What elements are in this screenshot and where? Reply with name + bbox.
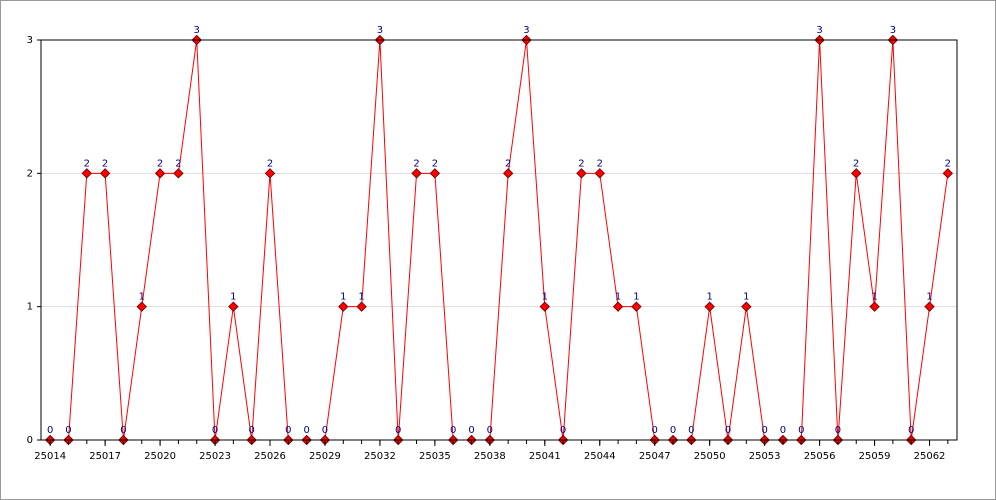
value-label: 0 bbox=[652, 425, 658, 436]
value-label: 0 bbox=[303, 425, 309, 436]
point bbox=[502, 168, 514, 179]
value-label: 0 bbox=[322, 425, 328, 436]
x-tick-label: 25017 bbox=[89, 451, 121, 462]
x-tick-label: 25023 bbox=[199, 451, 231, 462]
point bbox=[942, 168, 954, 179]
x-tick-label: 25053 bbox=[749, 451, 781, 462]
x-tick-label: 25026 bbox=[254, 451, 286, 462]
value-label: 2 bbox=[175, 158, 181, 169]
x-tick-label: 25029 bbox=[309, 451, 341, 462]
value-label: 0 bbox=[468, 425, 474, 436]
x-tick-label: 25038 bbox=[474, 451, 506, 462]
value-label: 0 bbox=[285, 425, 291, 436]
point bbox=[924, 301, 935, 312]
point bbox=[869, 301, 880, 312]
point bbox=[173, 168, 184, 179]
plot-area bbox=[41, 40, 957, 440]
x-tick-label: 25020 bbox=[144, 451, 176, 462]
value-label: 3 bbox=[816, 25, 822, 36]
point bbox=[429, 168, 441, 179]
point bbox=[264, 168, 276, 179]
point bbox=[612, 301, 624, 312]
value-label: 1 bbox=[615, 292, 621, 303]
value-label: 0 bbox=[248, 425, 254, 436]
point bbox=[631, 301, 642, 312]
value-label: 1 bbox=[139, 292, 145, 303]
value-label: 2 bbox=[84, 158, 90, 169]
value-label: 2 bbox=[945, 158, 951, 169]
point bbox=[704, 301, 715, 312]
value-label: 2 bbox=[432, 158, 438, 169]
value-label: 0 bbox=[908, 425, 914, 436]
y-tick-label: 2 bbox=[27, 168, 33, 179]
x-tick-label: 25047 bbox=[639, 451, 671, 462]
value-label: 0 bbox=[65, 425, 71, 436]
value-label: 0 bbox=[120, 425, 126, 436]
value-label: 0 bbox=[560, 425, 566, 436]
value-label: 3 bbox=[194, 25, 200, 36]
x-tick-label: 25041 bbox=[529, 451, 561, 462]
plot-border bbox=[40, 39, 958, 441]
y-tick-label: 0 bbox=[27, 435, 33, 446]
value-label: 1 bbox=[926, 292, 932, 303]
value-label: 2 bbox=[102, 158, 108, 169]
value-label: 2 bbox=[157, 158, 163, 169]
value-label: 0 bbox=[798, 425, 804, 436]
point bbox=[356, 301, 367, 312]
y-tick-label: 3 bbox=[27, 35, 33, 46]
value-label: 2 bbox=[413, 158, 419, 169]
x-tick-label: 25062 bbox=[914, 451, 946, 462]
value-label: 2 bbox=[597, 158, 603, 169]
value-label: 2 bbox=[267, 158, 273, 169]
value-label: 0 bbox=[212, 425, 218, 436]
value-label: 0 bbox=[761, 425, 767, 436]
point bbox=[851, 168, 862, 179]
value-label: 1 bbox=[743, 292, 749, 303]
value-label: 0 bbox=[487, 425, 493, 436]
value-label: 1 bbox=[358, 292, 364, 303]
point bbox=[539, 301, 551, 312]
point bbox=[154, 168, 166, 179]
value-label: 0 bbox=[688, 425, 694, 436]
value-label: 1 bbox=[542, 292, 548, 303]
point bbox=[136, 301, 147, 312]
value-label: 0 bbox=[835, 425, 841, 436]
point bbox=[411, 168, 422, 179]
value-label: 0 bbox=[395, 425, 401, 436]
point bbox=[99, 168, 111, 179]
x-tick-label: 25035 bbox=[419, 451, 451, 462]
value-label: 0 bbox=[670, 425, 676, 436]
value-label: 3 bbox=[377, 25, 383, 36]
x-tick-label: 25059 bbox=[859, 451, 891, 462]
x-tick-label: 25050 bbox=[694, 451, 726, 462]
value-label: 1 bbox=[871, 292, 877, 303]
value-label: 0 bbox=[725, 425, 731, 436]
value-label: 1 bbox=[706, 292, 712, 303]
value-label: 3 bbox=[890, 25, 896, 36]
value-label: 1 bbox=[230, 292, 236, 303]
value-label: 1 bbox=[633, 292, 639, 303]
value-label: 2 bbox=[853, 158, 859, 169]
point bbox=[594, 168, 605, 179]
value-label: 1 bbox=[340, 292, 346, 303]
x-tick-label: 25014 bbox=[34, 451, 66, 462]
value-label: 0 bbox=[780, 425, 786, 436]
point bbox=[228, 301, 239, 312]
value-label: 0 bbox=[450, 425, 456, 436]
value-label: 2 bbox=[505, 158, 511, 169]
point bbox=[81, 168, 93, 179]
point bbox=[741, 301, 752, 312]
value-label: 3 bbox=[523, 25, 529, 36]
point bbox=[576, 168, 587, 179]
x-tick-label: 25044 bbox=[584, 451, 616, 462]
y-tick-label: 1 bbox=[27, 302, 33, 313]
value-label: 2 bbox=[578, 158, 584, 169]
x-tick-label: 25032 bbox=[364, 451, 396, 462]
point bbox=[338, 301, 349, 312]
x-tick-label: 25056 bbox=[804, 451, 836, 462]
value-label: 0 bbox=[47, 425, 53, 436]
